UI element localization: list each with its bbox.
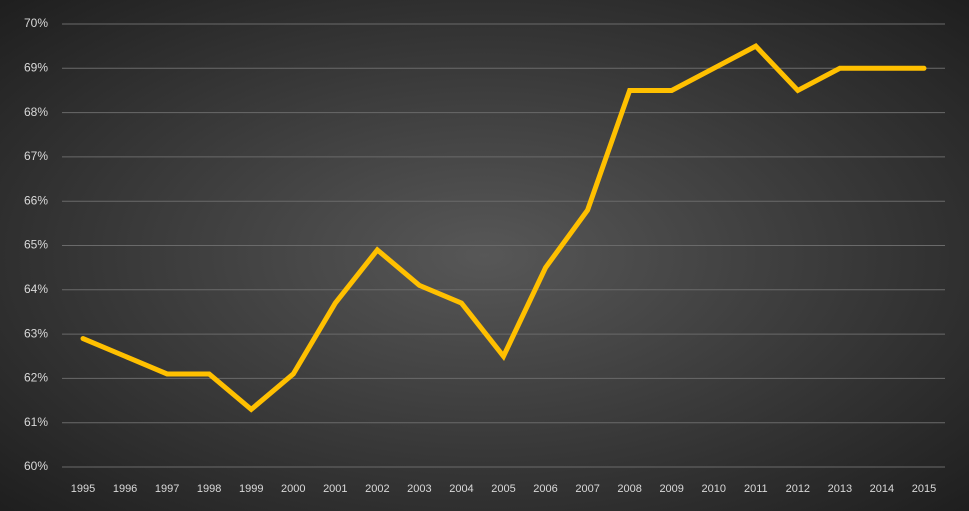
x-tick-label: 2006 [533, 483, 557, 495]
x-tick-label: 2005 [491, 483, 515, 495]
y-tick-label: 61% [24, 415, 48, 429]
x-tick-label: 2015 [912, 483, 936, 495]
y-tick-label: 69% [24, 60, 48, 74]
x-tick-label: 2007 [575, 483, 599, 495]
data-line [80, 43, 927, 413]
y-tick-label: 60% [24, 459, 48, 473]
x-tick-label: 2010 [701, 483, 725, 495]
x-tick-label: 1995 [71, 483, 95, 495]
x-tick-label: 2000 [281, 483, 305, 495]
x-tick-label: 2014 [870, 483, 894, 495]
y-tick-label: 64% [24, 282, 48, 296]
y-tick-label: 66% [24, 193, 48, 207]
x-tick-label: 2004 [449, 483, 473, 495]
y-tick-label: 68% [24, 105, 48, 119]
x-tick-label: 1999 [239, 483, 263, 495]
x-tick-label: 2009 [659, 483, 683, 495]
y-tick-label: 65% [24, 238, 48, 252]
x-tick-label: 1996 [113, 483, 137, 495]
x-tick-label: 1997 [155, 483, 179, 495]
x-tick-label: 2003 [407, 483, 431, 495]
x-tick-label: 2011 [744, 483, 768, 495]
x-tick-label: 1998 [197, 483, 221, 495]
x-tick-label: 2012 [786, 483, 810, 495]
y-tick-label: 63% [24, 326, 48, 340]
y-tick-label: 67% [24, 149, 48, 163]
x-tick-label: 2002 [365, 483, 389, 495]
x-tick-label: 2013 [828, 483, 852, 495]
y-tick-label: 70% [24, 16, 48, 30]
x-tick-label: 2008 [617, 483, 641, 495]
x-tick-label: 2001 [323, 483, 347, 495]
y-tick-label: 62% [24, 371, 48, 385]
